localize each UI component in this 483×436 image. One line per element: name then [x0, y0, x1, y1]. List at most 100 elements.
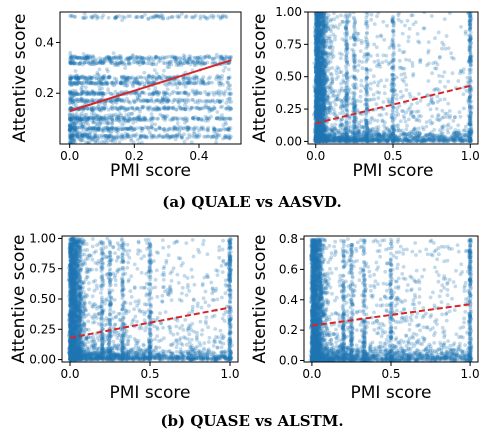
scatter-point — [166, 106, 171, 110]
scatter-point — [112, 60, 117, 65]
scatter-point — [350, 91, 355, 95]
scatter-point — [315, 134, 319, 139]
scatter-point — [139, 58, 143, 62]
scatter-point — [321, 121, 326, 126]
scatter-point — [168, 134, 172, 139]
scatter-point — [322, 45, 327, 49]
scatter-point — [403, 75, 408, 80]
scatter-point — [318, 125, 323, 129]
scatter-point — [226, 76, 231, 80]
scatter-point — [315, 28, 320, 32]
scatter-point — [318, 42, 323, 47]
scatter-point — [73, 116, 78, 120]
scatter-point — [315, 73, 320, 78]
scatter-point — [314, 106, 319, 111]
scatter-point — [180, 135, 184, 140]
scatter-point — [171, 105, 176, 110]
scatter-point — [324, 25, 329, 30]
scatter-point — [320, 123, 325, 128]
scatter-point — [318, 135, 323, 140]
scatter-point — [318, 65, 323, 70]
scatter-point — [110, 139, 115, 144]
scatter-point — [85, 133, 89, 137]
scatter-point — [157, 107, 162, 112]
scatter-point — [321, 51, 325, 56]
scatter-point — [113, 55, 118, 59]
scatter-point — [198, 14, 203, 19]
scatter-point — [167, 80, 172, 85]
scatter-point — [322, 65, 327, 69]
scatter-point — [344, 18, 349, 22]
scatter-point — [107, 117, 111, 122]
scatter-point — [210, 107, 215, 112]
scatter-point — [352, 26, 357, 31]
scatter-point — [317, 21, 322, 26]
scatter-point — [315, 15, 320, 20]
scatter-point — [80, 124, 84, 129]
scatter-point — [97, 91, 101, 95]
scatter-point — [315, 71, 320, 75]
scatter-point — [85, 118, 89, 122]
scatter-point — [315, 125, 320, 130]
scatter-point — [103, 134, 108, 138]
scatter-point — [149, 136, 154, 140]
scatter-point — [88, 56, 92, 61]
scatter-point — [155, 98, 160, 102]
x-tick-label: 0.4 — [189, 149, 208, 163]
scatter-point — [149, 133, 154, 138]
scatter-point — [109, 81, 114, 86]
scatter-point — [103, 81, 107, 85]
scatter-point — [316, 124, 321, 128]
scatter-point — [315, 58, 320, 63]
scatter-point — [318, 55, 323, 60]
scatter-point — [185, 105, 190, 110]
scatter-point — [108, 98, 113, 103]
scatter-point — [320, 39, 325, 44]
scatter-point — [192, 117, 197, 121]
scatter-point — [92, 74, 97, 79]
scatter-point — [95, 134, 100, 139]
scatter-point — [93, 134, 97, 139]
scatter-point — [313, 36, 318, 41]
scatter-point — [76, 75, 81, 80]
scatter-point — [104, 118, 108, 123]
scatter-point — [104, 136, 109, 140]
scatter-point — [211, 99, 216, 103]
scatter-point — [170, 118, 175, 122]
scatter-point — [165, 99, 169, 104]
scatter-point — [129, 126, 134, 130]
scatter-point — [93, 126, 98, 131]
scatter-point — [99, 116, 104, 120]
scatter-point — [193, 90, 198, 94]
scatter-point — [142, 135, 147, 140]
scatter-point — [68, 97, 73, 102]
scatter-point — [315, 51, 320, 56]
scatter-point — [320, 55, 324, 60]
scatter-point — [107, 57, 112, 62]
scatter-point — [83, 115, 88, 120]
scatter-point — [206, 92, 211, 97]
scatter-point — [314, 83, 318, 88]
scatter-point — [318, 19, 323, 24]
scatter-point — [150, 91, 155, 96]
scatter-point — [85, 55, 89, 60]
scatter-point — [101, 117, 105, 122]
scatter-point — [211, 90, 215, 95]
scatter-point — [317, 114, 322, 119]
scatter-point — [76, 78, 81, 83]
scatter-point — [320, 59, 325, 64]
scatter-point — [89, 92, 93, 96]
scatter-point — [103, 116, 108, 121]
scatter-point — [124, 56, 129, 61]
scatter-point — [137, 93, 142, 97]
scatter-point — [319, 112, 323, 117]
scatter-point — [70, 100, 75, 105]
scatter-point — [165, 98, 170, 103]
scatter-point — [320, 54, 325, 59]
scatter-point — [87, 127, 91, 132]
scatter-point — [106, 138, 111, 143]
scatter-point — [317, 65, 322, 70]
scatter-point — [118, 98, 123, 103]
scatter-point — [314, 76, 318, 81]
scatter-point — [321, 113, 326, 117]
